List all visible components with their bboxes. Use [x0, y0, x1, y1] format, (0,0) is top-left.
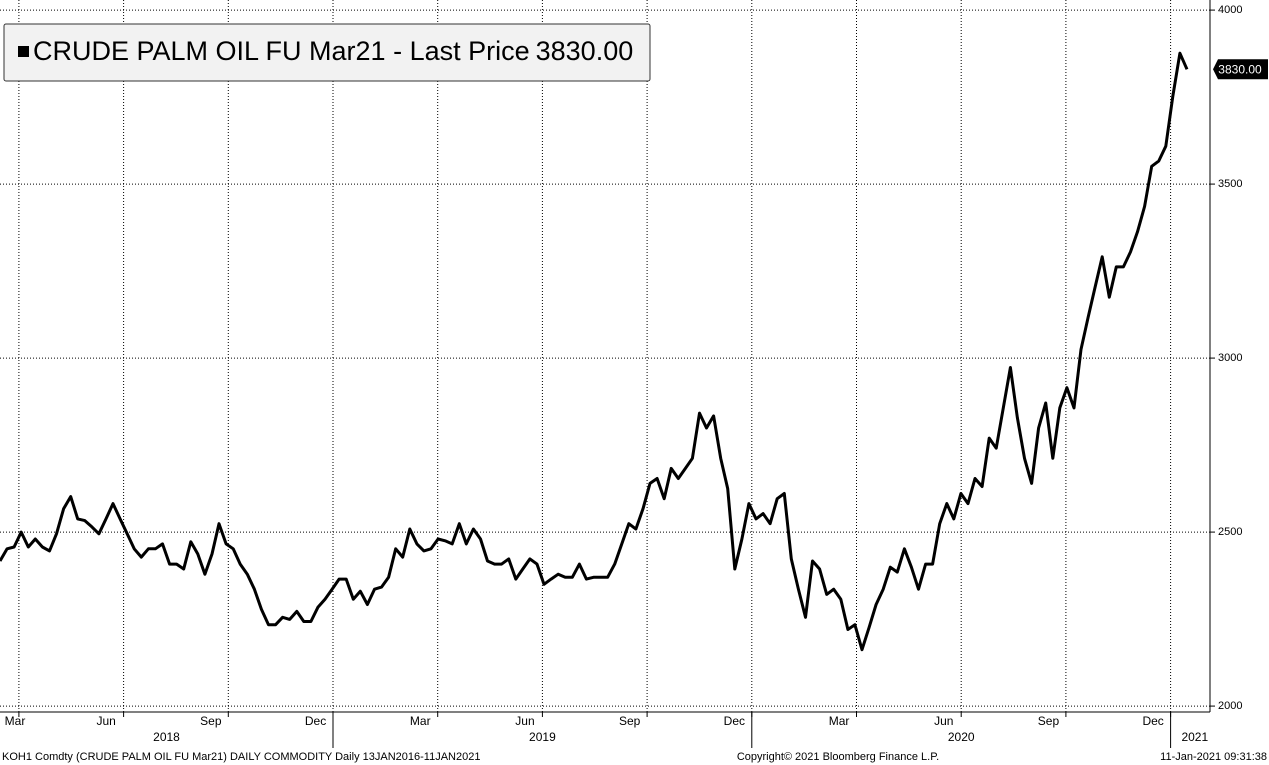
x-tick-label: Sep: [200, 714, 222, 728]
last-price-label: 3830.00: [1218, 62, 1262, 76]
legend-label: CRUDE PALM OIL FU Mar21 - Last Price: [33, 36, 530, 66]
year-label: 2020: [948, 730, 975, 744]
x-tick-label: Jun: [934, 714, 953, 728]
last-price-tag: [1213, 59, 1268, 80]
price-line: [0, 51, 1189, 652]
footer-center: Copyright© 2021 Bloomberg Finance L.P.: [737, 751, 939, 763]
footer-right: 11-Jan-2021 09:31:38: [1160, 751, 1267, 763]
x-tick-label: Mar: [829, 714, 850, 728]
x-tick-label: Jun: [96, 714, 115, 728]
x-tick-label: Mar: [5, 714, 26, 728]
x-tick-label: Mar: [410, 714, 431, 728]
y-tick-label: 2000: [1218, 700, 1242, 712]
x-tick-label: Dec: [1142, 714, 1163, 728]
legend: CRUDE PALM OIL FU Mar21 - Last Price 3830…: [3, 23, 651, 82]
legend-box: [3, 23, 651, 82]
y-tick-label: 2500: [1218, 526, 1242, 538]
legend-text: CRUDE PALM OIL FU Mar21 - Last Price 3830…: [33, 36, 633, 66]
x-tick-label: Sep: [1038, 714, 1060, 728]
y-tick-label: 3500: [1218, 178, 1242, 190]
y-tick-label: 3000: [1218, 352, 1242, 364]
footer-left: KOH1 Comdty (CRUDE PALM OIL FU Mar21) DA…: [2, 751, 480, 763]
year-label: 2021: [1181, 730, 1208, 744]
plot: [0, 51, 1189, 652]
y-tick-label: 4000: [1218, 4, 1242, 16]
year-label: 2019: [529, 730, 556, 744]
legend-swatch: [18, 46, 29, 57]
year-label: 2018: [153, 730, 180, 744]
x-tick-label: Jun: [515, 714, 534, 728]
x-tick-label: Dec: [724, 714, 745, 728]
legend-last-price: 3830.00: [536, 36, 634, 66]
x-tick-label: Dec: [305, 714, 326, 728]
grid: [0, 0, 1210, 712]
x-tick-label: Sep: [619, 714, 641, 728]
